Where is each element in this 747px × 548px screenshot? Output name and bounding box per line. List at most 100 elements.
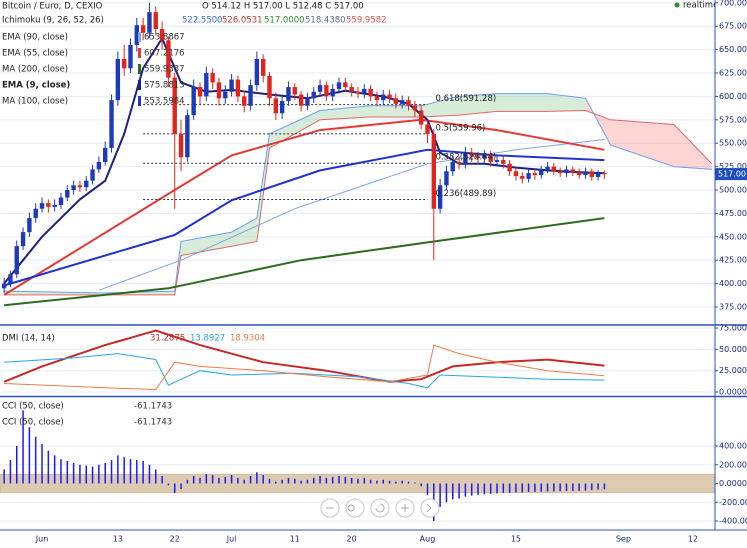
cloud-segment — [547, 93, 586, 112]
y-tick-label: 375.00 — [719, 303, 747, 312]
candle-body — [84, 180, 89, 188]
candle-body — [437, 185, 443, 209]
candle-body — [602, 173, 607, 175]
indicator-readout: 526.0531 — [222, 16, 263, 26]
y-tick-label: 700.00 — [719, 0, 747, 7]
fib-label: 0.382(528.64) — [435, 153, 496, 163]
control-icons — [326, 503, 432, 513]
candle-body — [197, 87, 203, 97]
y-tick-label: 675.00 — [719, 22, 747, 31]
legend-readout: 607.2176 — [144, 49, 185, 59]
indicator-name: Ichimoku (9, 26, 52, 26) — [2, 16, 104, 26]
y-tick-label: 400.000 — [719, 442, 747, 451]
candle-body — [267, 75, 272, 99]
candle-body — [159, 29, 165, 41]
candle-body — [595, 173, 601, 177]
indicator-readout: 559.9582 — [346, 16, 387, 26]
last-price-tag — [715, 168, 747, 181]
candle-body — [279, 101, 285, 114]
candle-body — [147, 12, 152, 33]
y-tick-label: 575.00 — [719, 115, 747, 124]
marks — [0, 2, 716, 521]
candle-body — [153, 12, 158, 30]
candle-body — [1, 283, 7, 289]
candle-body — [229, 79, 234, 92]
candle-body — [576, 172, 582, 176]
x-tick-label: Sep — [616, 535, 631, 544]
legend-entry: EMA (55, close) — [2, 49, 68, 59]
candle-body — [349, 87, 354, 92]
candle-body — [444, 171, 449, 186]
candle-body — [374, 96, 380, 101]
indicator-readout: -61.1743 — [134, 418, 172, 428]
y-tick-label: 475.00 — [719, 209, 747, 218]
candle-body — [520, 175, 525, 179]
candle-body — [450, 161, 455, 172]
legend-swatch — [138, 48, 141, 58]
y-tick-label: 0.0000 — [719, 479, 747, 488]
y-tick-label: 450.00 — [719, 232, 747, 241]
candle-body — [223, 91, 228, 99]
candle-body — [317, 85, 323, 92]
y-tick-label: 425.00 — [719, 256, 747, 265]
legend-entry: EMA (90, close) — [2, 33, 68, 43]
indicator-readout: 522.5500 — [182, 16, 223, 26]
candle-body — [96, 161, 102, 170]
last-price-label: 517.00 — [718, 170, 746, 179]
y-tick-label: 50.0000 — [719, 345, 747, 354]
price-axis-bg — [715, 0, 747, 548]
cloud-segment — [610, 119, 674, 167]
candle-body — [8, 274, 13, 284]
candle-body — [166, 40, 171, 78]
fib-label: 0.618(591.28) — [435, 94, 496, 104]
candle-body — [33, 208, 38, 219]
indicator-readout: 31.2875 — [150, 334, 185, 344]
candle-body — [355, 91, 361, 94]
candle-body — [46, 203, 51, 207]
candle-body — [254, 58, 260, 86]
x-tick-label: 15 — [511, 535, 521, 544]
legend-readout: 653.8867 — [144, 33, 185, 43]
candle-body — [368, 88, 373, 97]
candle-body — [501, 160, 506, 164]
candle-body — [71, 185, 76, 191]
candle-body — [431, 133, 437, 209]
x-tick-label: Aug — [420, 535, 436, 544]
candle-body — [298, 94, 304, 106]
indicator-readout: 13.8927 — [190, 334, 225, 344]
candle-body — [178, 133, 184, 158]
x-tick-label: 11 — [290, 535, 300, 544]
legend-readout: 559.9337 — [144, 65, 185, 75]
candle-body — [65, 190, 70, 198]
axes: Jun 13 22 Jul 11 20 Aug 15 Sep 12 375.00 400.00 425.… — [35, 0, 747, 544]
candle-body — [235, 79, 241, 97]
candle-body — [172, 77, 177, 134]
x-tick-label: 22 — [170, 535, 180, 544]
indicator-readout: 18.9304 — [230, 334, 265, 344]
line — [3, 217, 605, 307]
fib-label: 0.236(489.89) — [435, 189, 496, 199]
reset[interactable] — [370, 498, 390, 518]
indicator-readout: -61.1743 — [134, 402, 172, 412]
indicator-name: DMI (14, 14) — [2, 334, 55, 344]
y-tick-label: 25.0000 — [719, 366, 747, 375]
y-tick-label: 525.00 — [719, 162, 747, 171]
scroll-right[interactable] — [420, 498, 440, 518]
y-tick-label: 400.00 — [719, 279, 747, 288]
zoom-fit[interactable] — [345, 498, 365, 518]
candle-body — [570, 169, 576, 173]
y-tick-label: -200.000 — [719, 498, 747, 507]
candle-body — [248, 85, 253, 106]
x-tick-label: 13 — [113, 535, 123, 544]
candle-body — [545, 166, 550, 170]
candle-body — [185, 115, 190, 158]
candle-body — [387, 94, 392, 99]
candle-body — [286, 87, 291, 102]
realtime-label: realtime — [683, 1, 718, 11]
legend-swatch — [138, 32, 141, 42]
y-tick-label: -400.000 — [719, 517, 747, 526]
candle-body — [273, 98, 279, 114]
candle-body — [27, 218, 32, 233]
